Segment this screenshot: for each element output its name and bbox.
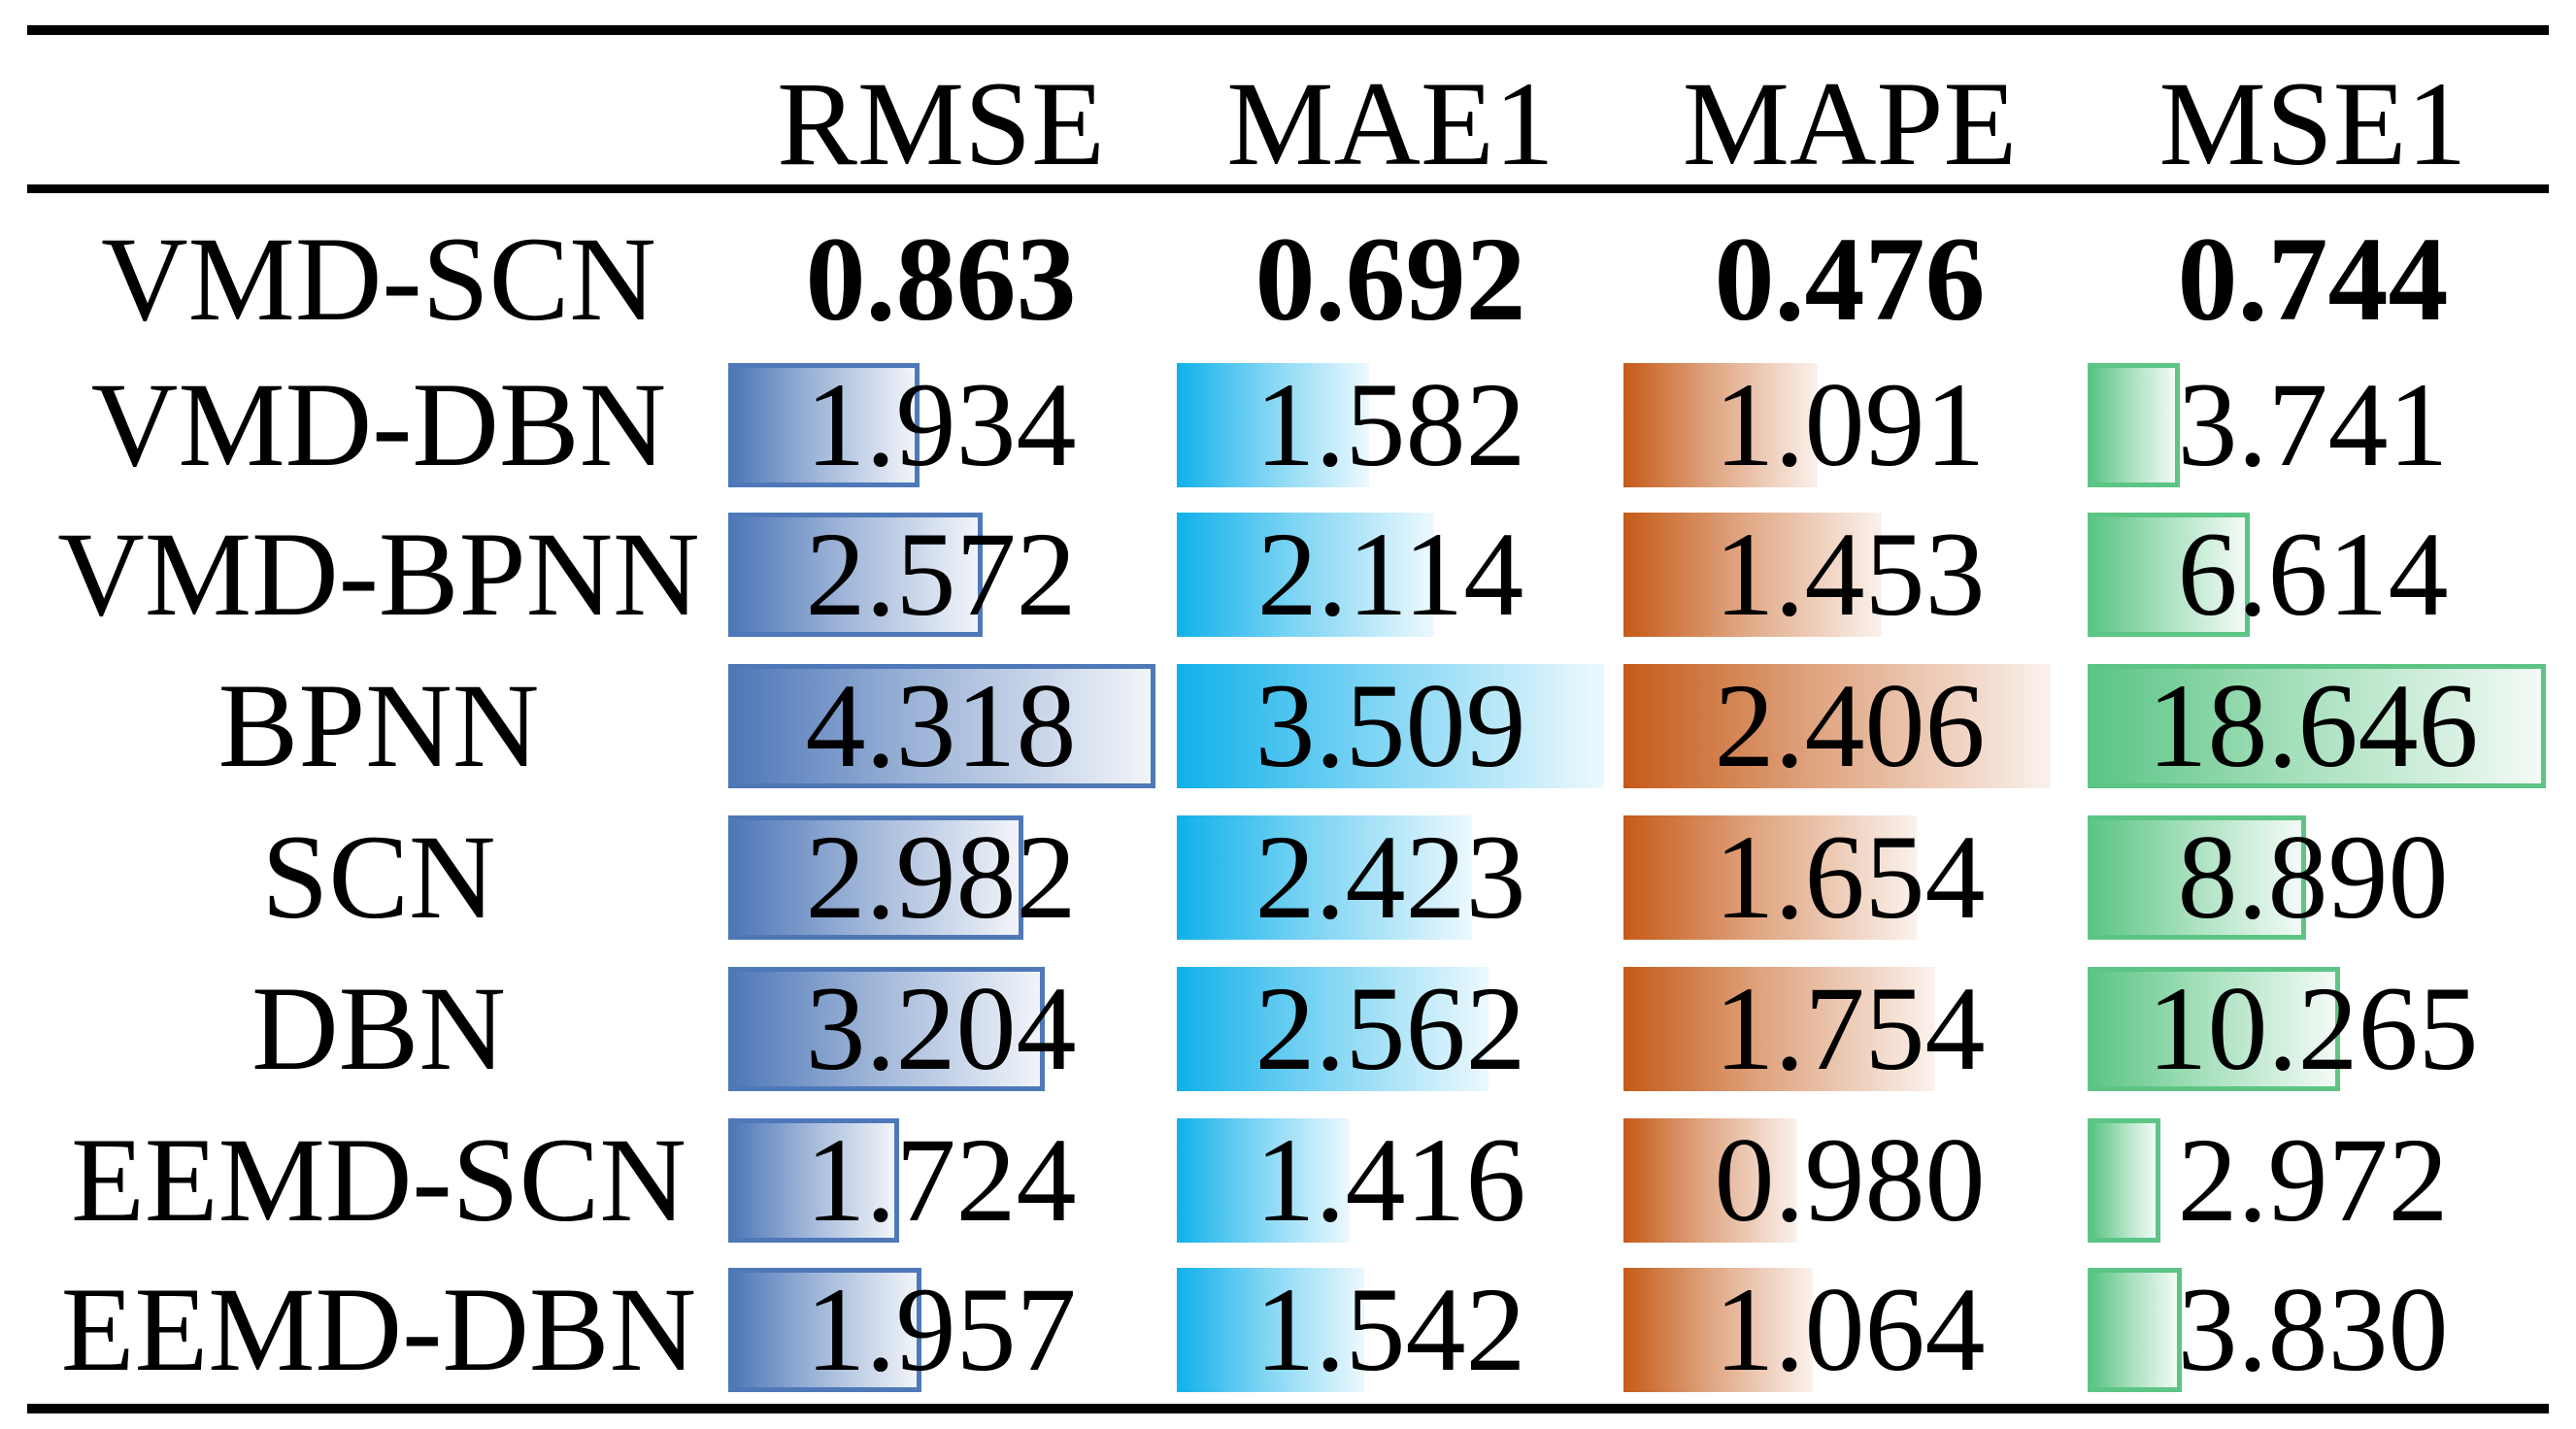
row-label-eemd-scn: EEMD-SCN [49,1120,709,1241]
row-label-eemd-dbn: EEMD-DBN [49,1270,709,1390]
value-vmd-dbn-mape: 1.091 [1626,365,2073,485]
row-label-vmd-dbn: VMD-DBN [49,365,709,485]
row-label-vmd-scn: VMD-SCN [49,219,709,340]
value-eemd-scn-rmse: 1.724 [718,1120,1164,1241]
value-bpnn-mae1: 3.509 [1167,666,1614,786]
column-header-mae1: MAE1 [1167,64,1614,184]
value-dbn-rmse: 3.204 [718,969,1164,1089]
value-vmd-scn-mae1: 0.692 [1167,219,1614,340]
value-scn-mape: 1.654 [1626,817,2073,938]
value-vmd-bpnn-mse1: 6.614 [2090,515,2536,635]
row-label-dbn: DBN [49,969,709,1089]
row-label-bpnn: BPNN [49,666,709,786]
value-dbn-mae1: 2.562 [1167,969,1614,1089]
value-vmd-dbn-mse1: 3.741 [2090,365,2536,485]
column-header-mape: MAPE [1626,64,2073,184]
value-vmd-dbn-rmse: 1.934 [718,365,1164,485]
value-eemd-dbn-rmse: 1.957 [718,1270,1164,1390]
value-bpnn-rmse: 4.318 [718,666,1164,786]
top-rule [27,25,2549,35]
value-eemd-scn-mae1: 1.416 [1167,1120,1614,1241]
value-scn-rmse: 2.982 [718,817,1164,938]
value-scn-mse1: 8.890 [2090,817,2536,938]
value-dbn-mse1: 10.265 [2090,969,2536,1089]
bottom-rule [27,1404,2549,1413]
row-label-vmd-bpnn: VMD-BPNN [49,515,709,635]
value-vmd-dbn-mae1: 1.582 [1167,365,1614,485]
value-vmd-bpnn-mape: 1.453 [1626,515,2073,635]
value-dbn-mape: 1.754 [1626,969,2073,1089]
value-eemd-dbn-mape: 1.064 [1626,1270,2073,1390]
column-header-mse1: MSE1 [2090,64,2536,184]
column-header-rmse: RMSE [718,64,1164,184]
value-eemd-scn-mape: 0.980 [1626,1120,2073,1241]
value-eemd-dbn-mse1: 3.830 [2090,1270,2536,1390]
value-eemd-dbn-mae1: 1.542 [1167,1270,1614,1390]
value-scn-mae1: 2.423 [1167,817,1614,938]
row-label-scn: SCN [49,817,709,938]
value-bpnn-mape: 2.406 [1626,666,2073,786]
value-vmd-bpnn-mae1: 2.114 [1167,515,1614,635]
value-eemd-scn-mse1: 2.972 [2090,1120,2536,1241]
value-vmd-scn-mape: 0.476 [1626,219,2073,340]
value-bpnn-mse1: 18.646 [2090,666,2536,786]
value-vmd-scn-rmse: 0.863 [718,219,1164,340]
value-vmd-scn-mse1: 0.744 [2090,219,2536,340]
value-vmd-bpnn-rmse: 2.572 [718,515,1164,635]
